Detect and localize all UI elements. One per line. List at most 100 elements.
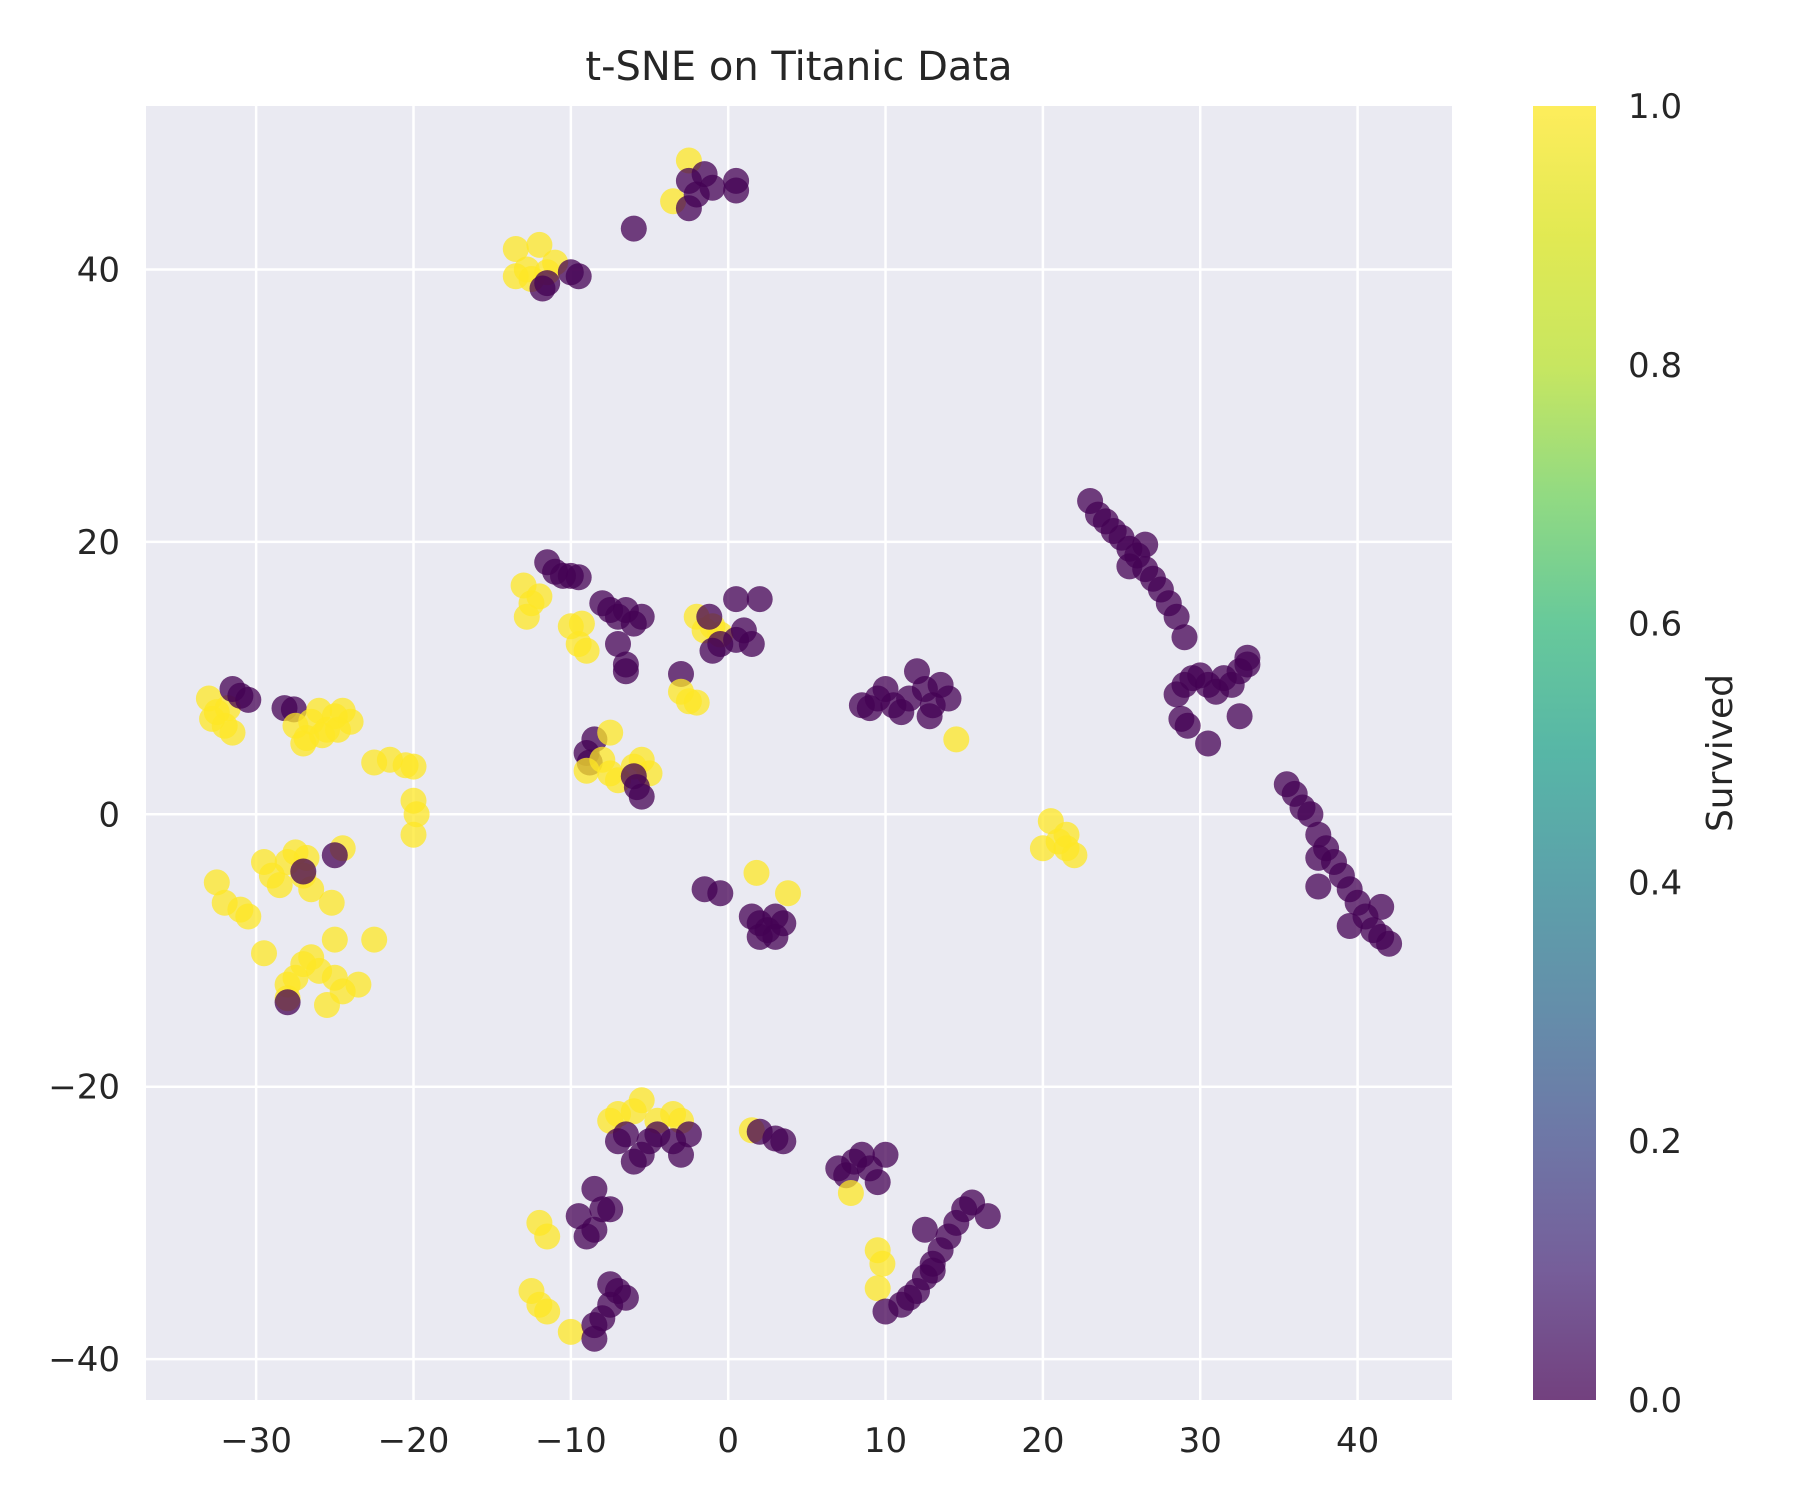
point-not-survived (770, 1128, 797, 1155)
point-not-survived (565, 564, 592, 591)
x-tick-label: 10 (864, 1421, 907, 1461)
point-survived (1061, 842, 1088, 869)
point-not-survived (911, 1216, 938, 1243)
point-not-survived (916, 703, 943, 730)
y-tick-label: 40 (77, 250, 120, 290)
point-not-survived (1195, 730, 1222, 757)
point-not-survived (919, 1257, 946, 1284)
point-not-survived (628, 603, 655, 630)
point-survived (513, 603, 540, 630)
x-tick-label: −30 (220, 1421, 292, 1461)
point-not-survived (605, 631, 631, 657)
point-survived (325, 716, 351, 743)
point-not-survived (534, 270, 561, 297)
point-not-survived (746, 923, 773, 950)
point-not-survived (707, 880, 734, 907)
plot-background (146, 106, 1452, 1400)
point-not-survived (321, 842, 348, 869)
point-survived (743, 859, 770, 886)
point-survived (864, 1275, 891, 1302)
point-survived (219, 719, 246, 746)
point-survived (502, 236, 529, 262)
point-not-survived (612, 1121, 639, 1148)
point-not-survived (974, 1203, 1001, 1230)
point-not-survived (290, 858, 317, 885)
point-not-survived (565, 263, 592, 290)
point-survived (400, 821, 427, 848)
point-not-survived (581, 1216, 608, 1243)
y-axis-ticks: −40 −20 0 20 40 (48, 250, 120, 1380)
colorbar-tick-label: 0.0 (1628, 1381, 1682, 1421)
point-not-survived (235, 686, 262, 713)
point-not-survived (1336, 913, 1363, 939)
x-tick-label: 30 (1179, 1421, 1222, 1461)
point-not-survived (1305, 873, 1332, 900)
point-not-survived (620, 215, 647, 242)
point-not-survived (746, 586, 773, 613)
point-not-survived (864, 1169, 891, 1196)
point-survived (235, 903, 262, 930)
point-not-survived (683, 181, 710, 208)
point-not-survived (668, 1141, 694, 1168)
point-survived (775, 880, 801, 907)
point-not-survived (1116, 553, 1143, 580)
point-not-survived (723, 626, 750, 653)
colorbar-label: Survived (1700, 674, 1741, 832)
data-points (195, 147, 1403, 1352)
point-survived (526, 583, 553, 610)
y-tick-label: −20 (48, 1068, 120, 1108)
grid-lines (146, 106, 1452, 1400)
point-survived (251, 940, 277, 967)
x-tick-label: 0 (717, 1421, 739, 1461)
point-not-survived (1305, 844, 1332, 871)
point-not-survived (1368, 893, 1395, 920)
point-not-survived (1234, 644, 1261, 671)
colorbar-tick-label: 1.0 (1628, 87, 1682, 127)
point-survived (345, 971, 372, 998)
chart-title: t-SNE on Titanic Data (585, 44, 1012, 90)
point-survived (266, 872, 293, 899)
point-not-survived (935, 685, 962, 712)
y-tick-label: 20 (77, 523, 120, 563)
point-not-survived (581, 1312, 608, 1339)
colorbar-tick-label: 0.4 (1628, 863, 1682, 903)
colorbar-tick-label: 0.2 (1628, 1122, 1682, 1162)
colorbar-tick-label: 0.8 (1628, 346, 1682, 386)
point-not-survived (628, 783, 655, 810)
point-not-survived (1171, 624, 1198, 651)
point-survived (361, 926, 388, 953)
point-not-survived (872, 1141, 899, 1168)
point-not-survived (723, 586, 750, 613)
point-survived (557, 1318, 584, 1345)
point-survived (943, 726, 970, 753)
point-not-survived (723, 177, 750, 204)
point-not-survived (1163, 603, 1190, 630)
point-survived (683, 689, 710, 716)
x-tick-label: −10 (535, 1421, 607, 1461)
point-not-survived (1376, 930, 1403, 957)
y-tick-label: −40 (48, 1340, 120, 1380)
point-survived (573, 637, 600, 664)
point-survived (526, 231, 553, 258)
point-not-survived (1297, 801, 1324, 828)
point-not-survived (612, 658, 639, 685)
point-survived (534, 1223, 561, 1250)
point-survived (628, 1087, 655, 1114)
point-not-survived (597, 1271, 624, 1298)
point-survived (400, 753, 427, 780)
point-survived (293, 725, 320, 751)
colorbar-tick-label: 0.6 (1628, 605, 1682, 645)
point-not-survived (1226, 703, 1253, 730)
point-survived (318, 889, 345, 916)
x-tick-label: 20 (1021, 1421, 1064, 1461)
point-survived (837, 1180, 864, 1206)
colorbar-ticks: 0.0 0.2 0.4 0.6 0.8 1.0 (1628, 87, 1682, 1421)
point-not-survived (675, 1121, 702, 1148)
point-survived (321, 926, 348, 953)
point-not-survived (696, 603, 723, 630)
point-survived (869, 1250, 896, 1277)
point-survived (597, 719, 624, 746)
point-not-survived (762, 903, 789, 930)
point-survived (534, 1298, 561, 1325)
point-not-survived (274, 989, 301, 1016)
